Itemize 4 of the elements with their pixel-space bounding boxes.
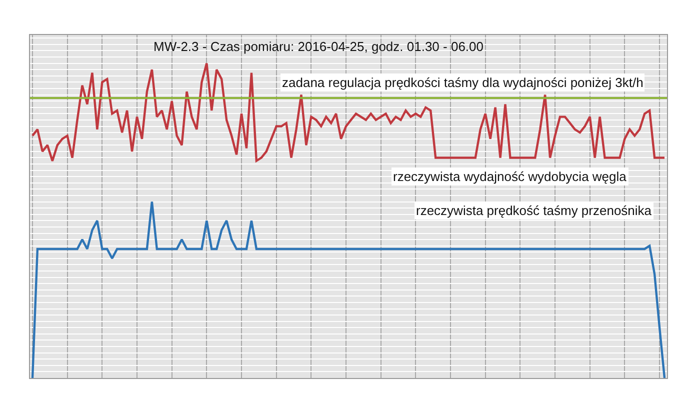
ref-line-label: zadana regulacja prędkości taśmy dla wydajności poniżej 3kt/h (282, 75, 644, 90)
annotation: rzeczywista prędkość taśmy przenośnika (416, 203, 652, 218)
chart-title: MW-2.3 - Czas pomiaru: 2016-04-25, godz. 01.30 - 06.00 (154, 39, 484, 54)
annotation: rzeczywista wydajność wydobycia węgla (393, 169, 628, 184)
